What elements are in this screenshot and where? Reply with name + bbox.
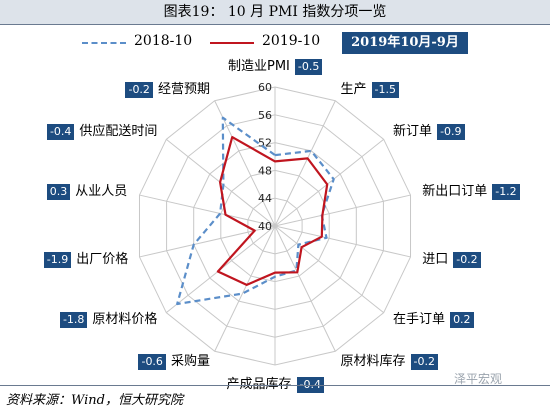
category-1: 生产 -1.5 bbox=[340, 81, 399, 98]
legend-item-2018: 2018-10 bbox=[82, 31, 222, 53]
category-label: 原材料库存 bbox=[340, 354, 406, 370]
diff-badge: -0.4 bbox=[296, 377, 324, 393]
diff-badge: -0.6 bbox=[138, 354, 166, 371]
chart-title: 图表19： 10 月 PMI 指数分项一览 bbox=[0, 0, 550, 24]
diff-badge: -1.5 bbox=[371, 81, 399, 98]
legend-swatch-2019 bbox=[210, 42, 254, 44]
category-label: 产成品库存 bbox=[226, 377, 292, 392]
category-label: 原材料价格 bbox=[92, 312, 158, 328]
radial-tick-label: 44 bbox=[258, 192, 272, 205]
grid-spoke bbox=[274, 138, 384, 227]
category-label: 进口 bbox=[422, 251, 449, 267]
series-line-2019-10 bbox=[216, 136, 329, 286]
category-label: 供应配送时间 bbox=[79, 123, 158, 139]
grid-spoke bbox=[274, 225, 411, 258]
grid-spoke bbox=[139, 194, 276, 227]
category-3: 新出口订单 -1.2 bbox=[422, 184, 520, 201]
category-label: 制造业PMI bbox=[228, 59, 290, 74]
category-8: -0.6 采购量 bbox=[138, 354, 210, 371]
category-label: 新订单 bbox=[393, 123, 433, 139]
category-12: -0.4 供应配送时间 bbox=[46, 123, 158, 140]
diff-badge: -0.4 bbox=[46, 123, 75, 140]
grid-spoke bbox=[274, 225, 384, 314]
radial-tick-label: 56 bbox=[258, 109, 272, 122]
legend-label-2018: 2018-10 bbox=[134, 33, 193, 49]
diff-badge: -0.2 bbox=[453, 251, 481, 268]
diff-badge: -0.2 bbox=[410, 354, 438, 371]
category-label: 出厂价格 bbox=[76, 251, 129, 267]
category-4: 进口 -0.2 bbox=[422, 251, 481, 268]
grid-spoke bbox=[139, 225, 276, 258]
category-label: 在手订单 bbox=[393, 312, 446, 328]
category-5: 在手订单 0.2 bbox=[393, 312, 474, 329]
category-label: 经营预期 bbox=[157, 81, 210, 97]
diff-badge: -0.5 bbox=[294, 59, 323, 75]
category-label: 生产 bbox=[340, 81, 367, 97]
category-label: 采购量 bbox=[170, 354, 210, 370]
legend-label-2019: 2019-10 bbox=[262, 33, 321, 49]
grid-spoke bbox=[274, 194, 411, 227]
category-11: 0.3 从业人员 bbox=[46, 184, 128, 201]
grid-spoke bbox=[214, 225, 276, 352]
diff-badge: 0.2 bbox=[450, 312, 474, 329]
category-10: -1.9 出厂价格 bbox=[43, 251, 129, 268]
legend-item-2019: 2019-10 bbox=[210, 31, 340, 53]
grid-spoke bbox=[214, 100, 276, 227]
legend-swatch-2018 bbox=[82, 42, 126, 44]
top-divider bbox=[0, 24, 550, 25]
watermark-text: 泽平宏观 bbox=[454, 372, 503, 386]
bottom-divider bbox=[0, 385, 550, 386]
category-13: -0.2 经营预期 bbox=[125, 81, 210, 98]
grid-spoke bbox=[274, 225, 336, 352]
category-label: 新出口订单 bbox=[422, 184, 488, 200]
diff-badge: -1.9 bbox=[43, 251, 72, 268]
diff-badge: 0.3 bbox=[46, 184, 71, 201]
grid-spoke bbox=[274, 100, 336, 227]
category-0: 制造业PMI -0.5 bbox=[228, 59, 323, 75]
category-2: 新订单 -0.9 bbox=[393, 123, 465, 140]
period-badge: 2019年10月-9月 bbox=[342, 32, 468, 54]
category-label: 从业人员 bbox=[75, 184, 128, 200]
category-6: 原材料库存 -0.2 bbox=[340, 354, 438, 371]
category-9: -1.8 原材料价格 bbox=[59, 312, 158, 329]
radial-tick-label: 48 bbox=[258, 164, 272, 177]
diff-badge: -1.8 bbox=[59, 312, 88, 329]
radial-tick-label: 40 bbox=[258, 220, 272, 233]
radial-tick-label: 60 bbox=[258, 81, 272, 94]
source-note: 资料来源：Wind，恒大研究院 bbox=[6, 393, 183, 408]
category-7: 产成品库存 -0.4 bbox=[227, 377, 324, 393]
diff-badge: -0.2 bbox=[125, 81, 153, 98]
diff-badge: -0.9 bbox=[437, 123, 465, 140]
diff-badge: -1.2 bbox=[492, 184, 520, 201]
